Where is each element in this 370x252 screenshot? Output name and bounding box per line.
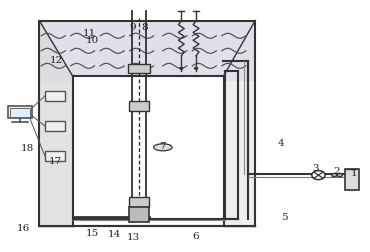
- Polygon shape: [39, 21, 73, 226]
- Text: 10: 10: [85, 36, 99, 45]
- Text: 6: 6: [193, 232, 199, 241]
- Circle shape: [332, 173, 337, 177]
- Bar: [39, 21, 255, 226]
- Bar: [45, 91, 65, 101]
- Bar: [45, 121, 65, 131]
- Bar: [128, 64, 150, 73]
- Text: 3: 3: [313, 164, 319, 173]
- Text: 16: 16: [17, 224, 30, 233]
- Bar: [130, 207, 148, 223]
- Text: 5: 5: [281, 213, 288, 222]
- Text: 12: 12: [49, 56, 63, 65]
- Text: 9: 9: [130, 22, 136, 32]
- Text: 11: 11: [83, 29, 96, 38]
- Bar: [129, 197, 149, 207]
- Circle shape: [337, 173, 342, 177]
- Text: 8: 8: [141, 22, 148, 32]
- Text: 1: 1: [351, 169, 358, 178]
- Text: 17: 17: [48, 156, 62, 166]
- Text: 2: 2: [333, 167, 339, 176]
- Text: 13: 13: [127, 233, 140, 242]
- Ellipse shape: [154, 144, 172, 151]
- Text: 18: 18: [21, 144, 34, 153]
- Bar: [45, 151, 65, 161]
- Bar: [39, 21, 255, 81]
- Bar: [345, 169, 359, 190]
- Text: 15: 15: [86, 229, 100, 238]
- Bar: [130, 102, 148, 111]
- Bar: [10, 108, 30, 117]
- Text: 4: 4: [278, 139, 284, 148]
- Circle shape: [194, 67, 198, 70]
- Text: 7: 7: [159, 142, 166, 150]
- Bar: [8, 106, 32, 118]
- Text: 14: 14: [108, 230, 121, 239]
- Bar: [73, 76, 224, 226]
- Circle shape: [312, 171, 325, 180]
- Circle shape: [179, 67, 184, 70]
